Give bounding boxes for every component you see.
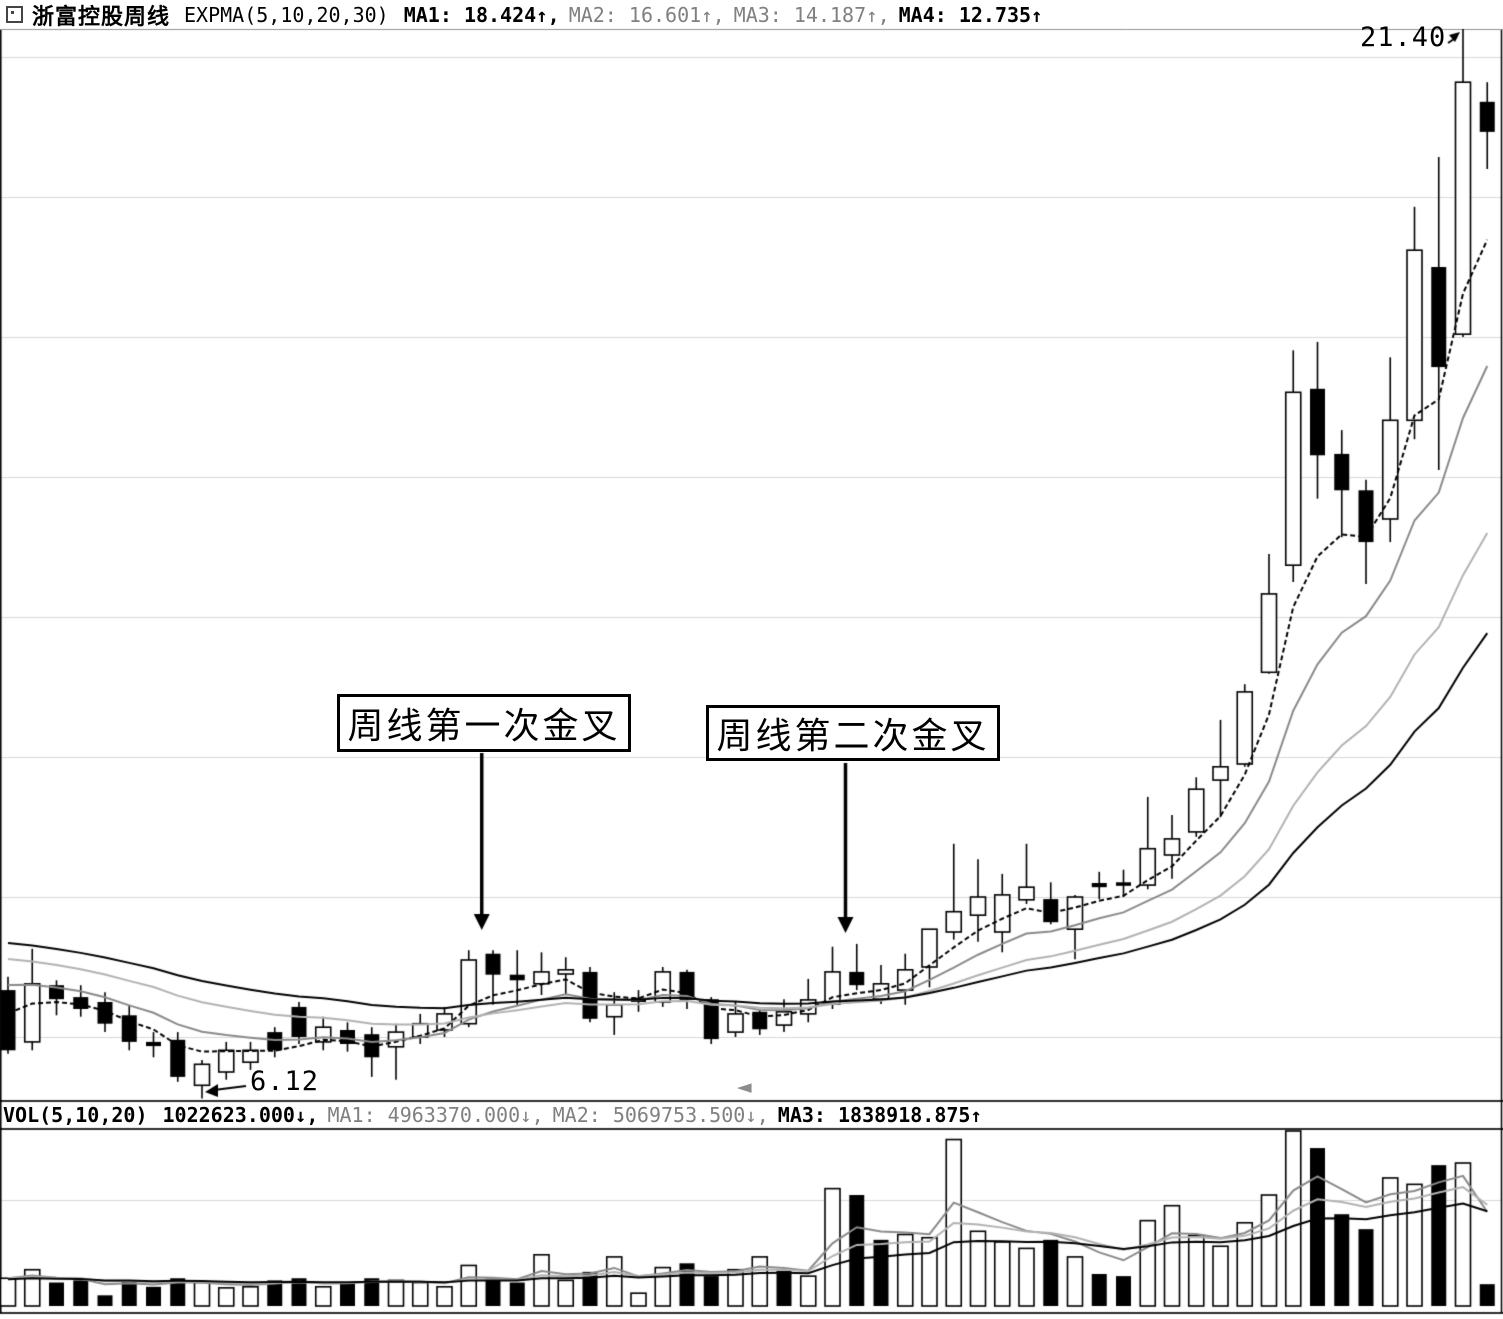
second-golden-cross-annotation: 周线第二次金叉: [706, 705, 1000, 761]
vol-ma3-readout: MA3: 1838918.875↑: [777, 1103, 982, 1127]
vol-ma1-readout: MA1: 4963370.000↓,: [327, 1103, 544, 1127]
app-gear-icon[interactable]: [6, 6, 23, 23]
up-arrow-icon: ↑: [701, 4, 713, 27]
expma-ma3-readout: MA3: 14.187↑,: [733, 2, 890, 27]
first-golden-cross-annotation: 周线第一次金叉: [337, 694, 631, 752]
vol-ma2-readout: MA2: 5069753.500↓,: [552, 1103, 769, 1127]
expma-indicator-label[interactable]: EXPMA(5,10,20,30): [184, 2, 389, 27]
vol-indicator-label[interactable]: VOL(5,10,20): [3, 1103, 148, 1127]
low-price-label: 6.12: [250, 1066, 320, 1097]
expma-ma4-readout: MA4: 12.735↑: [898, 2, 1043, 27]
up-arrow-icon: ↑: [970, 1105, 982, 1127]
down-arrow-icon: ↓: [745, 1105, 757, 1127]
high-price-label: 21.40: [1360, 22, 1447, 53]
stock-title: 浙富控股周线: [32, 4, 171, 30]
scroll-left-marker-icon[interactable]: ◄: [737, 1076, 752, 1098]
up-arrow-icon: ↑: [1031, 4, 1043, 27]
vol-current-readout: 1022623.000↓,: [162, 1103, 319, 1127]
down-arrow-icon: ↓: [520, 1105, 532, 1127]
up-arrow-icon: ↑: [536, 4, 548, 27]
expma-ma2-readout: MA2: 16.601↑,: [568, 2, 725, 27]
down-arrow-icon: ↓: [294, 1105, 307, 1127]
indicator-header-bar: 浙富控股周线 EXPMA(5,10,20,30) MA1: 18.424↑, M…: [0, 0, 1503, 30]
volume-header-bar: VOL(5,10,20) 1022623.000↓, MA1: 4963370.…: [0, 1102, 1503, 1128]
expma-ma1-readout: MA1: 18.424↑,: [403, 2, 560, 27]
up-arrow-icon: ↑: [866, 4, 878, 27]
